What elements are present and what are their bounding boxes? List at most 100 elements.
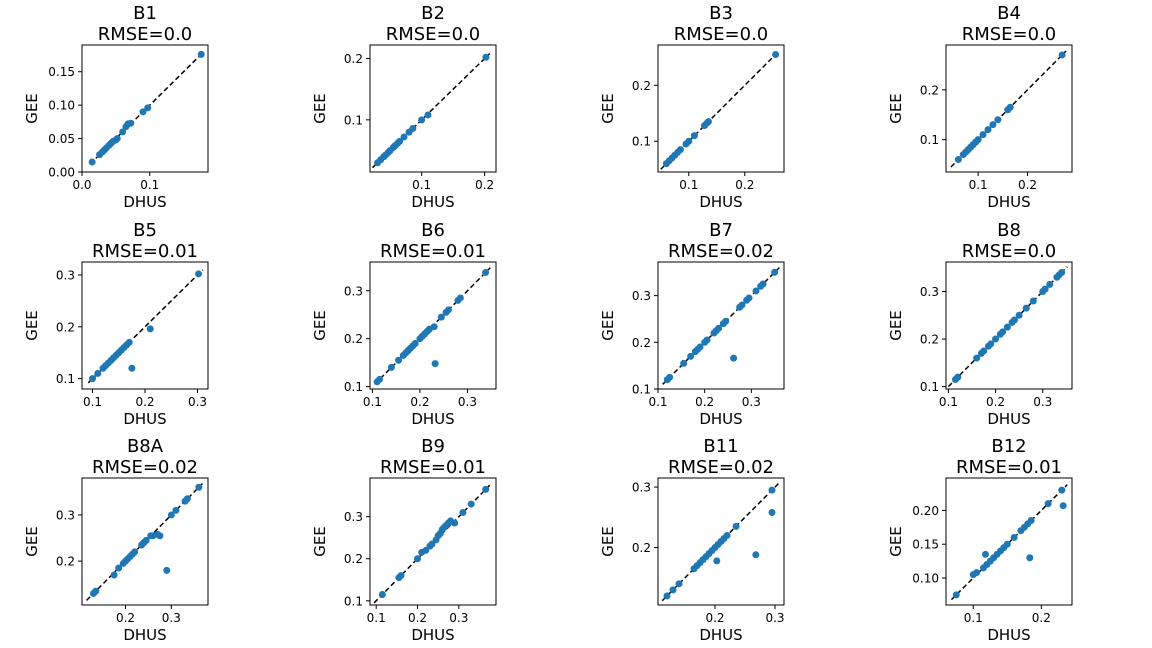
subplot-title-band: B11 <box>703 436 738 457</box>
y-tick-label: 0.05 <box>48 132 75 146</box>
data-point <box>142 536 150 544</box>
data-point <box>89 375 96 383</box>
y-tick-label: 0.1 <box>920 380 939 394</box>
data-point <box>1015 311 1023 319</box>
data-point <box>467 500 475 508</box>
data-point <box>954 156 962 164</box>
y-tick-label: 0.15 <box>912 538 939 552</box>
x-tick-label: 0.3 <box>449 611 468 625</box>
data-point <box>704 118 712 126</box>
y-tick-label: 0.1 <box>56 372 75 386</box>
data-point <box>92 587 100 595</box>
data-point <box>730 354 738 362</box>
y-tick-label: 0.2 <box>344 552 363 566</box>
data-point <box>396 137 404 145</box>
data-point <box>1058 51 1066 59</box>
subplot-title-band: B7 <box>709 220 733 241</box>
x-tick-label: 0.3 <box>458 395 477 409</box>
data-point <box>163 566 171 574</box>
data-point <box>451 519 459 527</box>
x-tick-label: 0.3 <box>742 395 761 409</box>
y-axis-label: GEE <box>599 93 617 124</box>
data-point <box>987 340 995 348</box>
data-point <box>395 356 403 364</box>
data-point <box>669 586 677 594</box>
data-point <box>771 268 779 276</box>
axes-frame <box>945 261 1073 390</box>
y-tick-label: 0.2 <box>632 336 651 350</box>
data-point <box>131 548 139 556</box>
y-tick-label: 0.1 <box>632 135 651 149</box>
data-point <box>1046 280 1054 288</box>
data-point <box>952 591 960 599</box>
y-axis-label: GEE <box>311 526 329 557</box>
data-point <box>752 287 760 295</box>
data-point <box>973 569 981 577</box>
data-point <box>1010 533 1018 541</box>
data-point <box>430 323 438 331</box>
y-tick-label: 0.3 <box>56 508 75 522</box>
x-axis-label: DHUS <box>123 410 166 428</box>
y-tick-label: 0.3 <box>632 289 651 303</box>
data-point <box>1044 500 1052 508</box>
x-axis-label: DHUS <box>987 410 1030 428</box>
data-point <box>759 280 767 288</box>
y-axis-label: GEE <box>599 526 617 557</box>
subplot-title-rmse: RMSE=0.01 <box>92 241 198 262</box>
data-point <box>437 313 445 321</box>
subplot-title-rmse: RMSE=0.02 <box>668 457 774 478</box>
subplot-title-band: B8A <box>127 436 164 457</box>
y-tick-label: 0.10 <box>48 99 75 113</box>
x-axis-label: DHUS <box>411 626 454 644</box>
y-tick-label: 0.20 <box>912 504 939 518</box>
subplot-title-rmse: RMSE=0.0 <box>98 24 193 45</box>
data-point <box>119 128 127 136</box>
data-point <box>703 336 711 344</box>
x-tick-label: 0.2 <box>695 395 714 409</box>
subplot-title-band: B12 <box>991 436 1026 457</box>
data-point <box>195 483 203 491</box>
y-tick-label: 0.3 <box>632 481 651 495</box>
data-point <box>745 294 753 302</box>
x-tick-label: 0.1 <box>679 178 698 192</box>
axes-frame <box>369 477 497 606</box>
x-tick-label: 0.3 <box>188 395 207 409</box>
y-axis-label: GEE <box>23 526 41 557</box>
data-point <box>115 564 123 572</box>
data-point <box>128 364 136 372</box>
y-tick-label: 0.10 <box>912 571 939 585</box>
data-point <box>1058 268 1066 276</box>
data-point <box>94 369 102 377</box>
y-axis-label: GEE <box>887 93 905 124</box>
data-point <box>982 550 990 558</box>
data-point <box>738 301 746 309</box>
data-point <box>973 354 981 362</box>
y-tick-label: 0.3 <box>56 268 75 282</box>
x-axis-label: DHUS <box>123 626 166 644</box>
x-tick-label: 0.0 <box>72 178 91 192</box>
x-tick-label: 0.1 <box>648 395 667 409</box>
x-axis-label: DHUS <box>411 410 454 428</box>
y-tick-label: 0.2 <box>920 333 939 347</box>
data-point <box>459 508 467 516</box>
axes-frame <box>945 44 1073 173</box>
x-tick-label: 0.2 <box>410 395 429 409</box>
data-point <box>768 508 776 516</box>
data-point <box>378 590 386 598</box>
y-tick-label: 0.3 <box>344 510 363 524</box>
x-tick-label: 0.3 <box>765 611 784 625</box>
x-tick-label: 0.1 <box>140 178 159 192</box>
y-axis-label: GEE <box>599 310 617 341</box>
data-point <box>88 158 96 166</box>
subplot-title-band: B4 <box>997 3 1021 24</box>
y-tick-label: 0.1 <box>344 594 363 608</box>
axes-frame <box>657 477 785 606</box>
data-point <box>125 338 133 346</box>
x-tick-label: 0.1 <box>367 611 386 625</box>
data-point <box>676 146 684 154</box>
